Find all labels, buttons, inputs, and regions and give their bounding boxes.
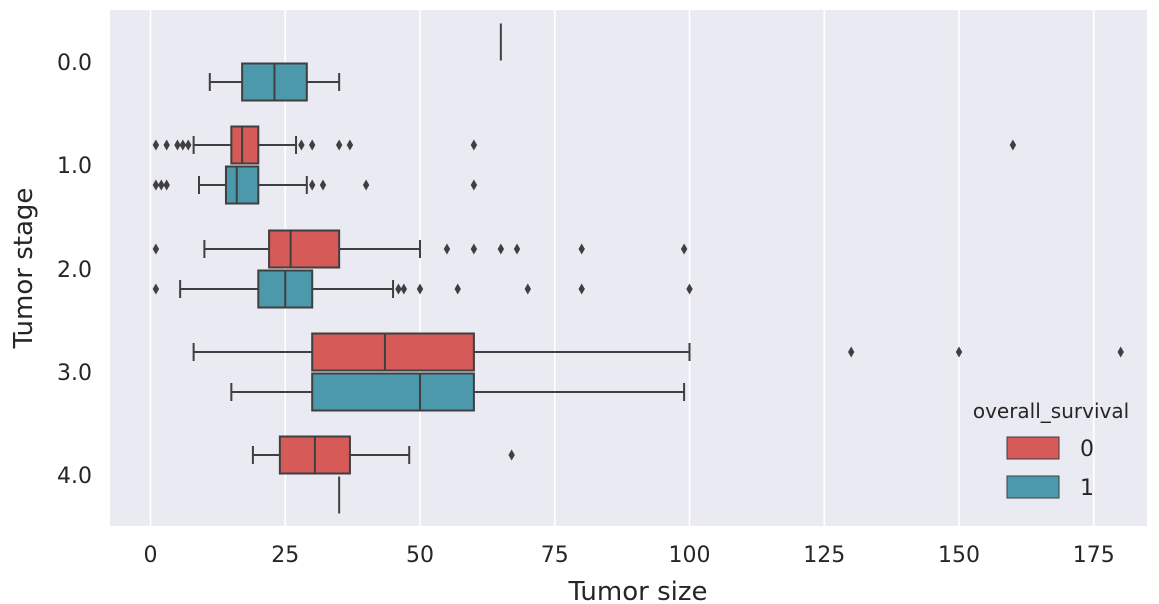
y-tick-label-1: 1.0 [57,154,92,179]
legend-swatch-1 [1006,475,1060,499]
outlier-point [309,139,316,151]
x-tick-label-4: 100 [669,543,711,568]
outlier-point [508,449,515,461]
outlier-point [152,139,160,151]
outlier-point [158,179,165,191]
outlier-point [362,179,370,191]
outlier-point [1009,139,1017,151]
y-tick-label-0: 0.0 [57,51,92,76]
x-tick-label-1: 25 [271,543,299,568]
outlier-point [163,139,170,151]
y-tick-label-4: 4.0 [57,464,92,489]
legend-title: overall_survival [973,399,1129,423]
outlier-point [470,179,478,191]
x-tick-label-2: 50 [406,543,434,568]
outlier-point [346,139,354,151]
outlier-point [443,243,451,255]
legend-label-1: 1 [1080,476,1094,501]
outlier-point [1117,346,1124,358]
outlier-point [400,283,408,295]
outlier-point [513,243,521,255]
box-series-1-stage-1.0 [152,165,478,205]
outlier-point [185,139,192,151]
box-layer [152,23,1124,514]
outlier-point [319,179,327,191]
x-tick-label-7: 175 [1073,543,1115,568]
outlier-point [680,243,688,255]
box-series-0-stage-3.0 [192,332,1124,372]
box-series-0-stage-4.0 [251,435,515,475]
box-iqr [230,125,260,165]
x-tick-label-3: 75 [541,543,569,568]
box-iqr [224,165,260,205]
y-tick-label-3: 3.0 [57,361,92,386]
x-tick-labels: 0 25 50 75 100 125 150 175 [144,543,1115,568]
y-tick-label-2: 2.0 [57,258,92,283]
box-series-1-stage-2.0 [152,269,693,309]
outlier-point [454,283,461,295]
x-axis-title: Tumor size [567,577,707,604]
outlier-point [416,283,424,295]
outlier-point [524,283,531,295]
box-iqr [268,229,341,269]
outlier-point [309,179,316,191]
outlier-point [955,346,963,358]
outlier-point [174,139,181,151]
outlier-point [163,179,170,191]
outlier-point [470,139,478,151]
x-tick-label-5: 125 [803,543,845,568]
outlier-point [578,243,585,255]
box-iqr [311,332,475,372]
legend-label-0: 0 [1080,437,1094,462]
outlier-point [848,346,855,358]
box-series-0-stage-1.0 [152,125,1017,165]
x-tick-label-0: 0 [144,543,158,568]
box-series-1-stage-3.0 [230,372,686,412]
box-series-0-stage-2.0 [152,229,688,269]
legend-swatch-0 [1006,436,1060,460]
outlier-point [578,283,585,295]
box-iqr [311,372,475,412]
box-series-1-stage-0.0 [208,62,341,102]
outlier-point [497,243,505,255]
outlier-point [686,283,693,295]
x-tick-label-6: 150 [938,543,980,568]
outlier-point [470,243,478,255]
outlier-point [179,139,187,151]
outlier-point [395,283,402,295]
y-axis-title: Tumor stage [9,188,39,350]
outlier-point [152,179,160,191]
outlier-point [298,139,305,151]
outlier-point [152,243,160,255]
legend: overall_survival 0 1 [973,399,1129,501]
outlier-point [335,139,343,151]
y-tick-labels: 0.0 1.0 2.0 3.0 4.0 [57,51,92,489]
outlier-point [152,283,160,295]
